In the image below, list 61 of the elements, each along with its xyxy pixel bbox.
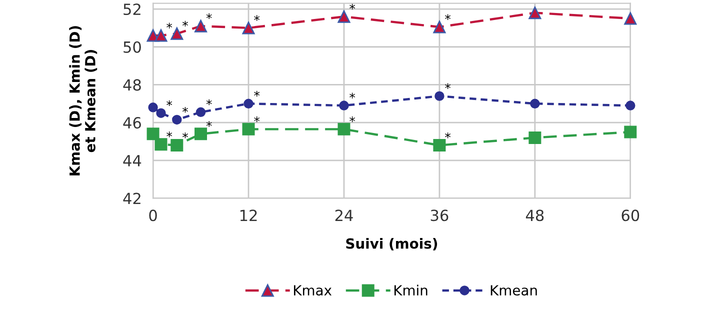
point — [338, 10, 350, 23]
point — [242, 122, 255, 136]
y-tick-label: 42 — [123, 192, 140, 204]
annotation: * — [254, 116, 260, 122]
y-tick-label: 52 — [124, 4, 140, 16]
annotation: * — [166, 22, 172, 28]
point — [156, 108, 166, 118]
annotation: * — [166, 132, 172, 138]
point — [626, 100, 636, 110]
x-tick-label: 24 — [335, 210, 353, 221]
annotation: * — [182, 106, 188, 113]
annotation: * — [206, 99, 212, 106]
point — [244, 98, 254, 108]
point — [624, 12, 637, 25]
point — [170, 139, 184, 152]
point — [338, 122, 350, 136]
y-tick-label: 50 — [124, 41, 141, 53]
y-axis-title: Kmax (D), Kmin (D) et Kmean (D) — [69, 26, 98, 176]
point — [433, 139, 446, 152]
point — [528, 6, 542, 20]
y-tick-label: 44 — [123, 155, 142, 166]
x-tick-label: 0 — [149, 210, 157, 222]
point — [194, 128, 208, 140]
x-tick-label: 60 — [622, 210, 640, 222]
point — [146, 128, 160, 140]
annotation: * — [254, 90, 260, 97]
point — [172, 114, 182, 125]
x-tick-label: 36 — [430, 210, 448, 222]
annotation: * — [350, 116, 356, 122]
legend-label: Kmax — [294, 285, 332, 296]
point — [624, 126, 637, 138]
point — [154, 138, 168, 151]
point — [154, 29, 168, 42]
point — [530, 98, 540, 108]
legend-label: Kmin — [394, 284, 428, 296]
point — [196, 107, 206, 118]
annotation: * — [206, 13, 212, 19]
point — [242, 22, 255, 34]
annotation: * — [445, 83, 451, 89]
annotation: * — [350, 92, 356, 98]
y-tick-label: 46 — [123, 117, 141, 129]
annotation: * — [445, 132, 451, 138]
point — [433, 20, 446, 34]
annotation: * — [350, 4, 356, 10]
point — [434, 91, 444, 101]
x-tick-label: 48 — [526, 210, 544, 222]
annotation: * — [166, 100, 172, 106]
point — [148, 102, 158, 112]
point — [194, 20, 208, 32]
annotation: * — [445, 14, 451, 20]
annotation: * — [182, 20, 188, 27]
annotation: * — [182, 132, 188, 138]
x-tick-label: 12 — [240, 210, 257, 221]
point — [170, 27, 184, 40]
annotation: * — [254, 15, 260, 21]
annotation: * — [206, 121, 212, 127]
y-tick-label: 48 — [123, 79, 141, 91]
legend-label: Kmean — [490, 285, 537, 296]
x-axis-title: Suivi (mois) — [346, 238, 438, 250]
point — [528, 131, 542, 144]
point — [339, 100, 349, 110]
